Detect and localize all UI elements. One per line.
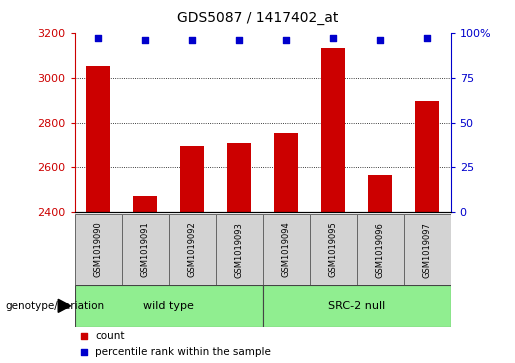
Text: GSM1019094: GSM1019094: [282, 222, 290, 277]
Point: [188, 37, 196, 43]
FancyBboxPatch shape: [263, 285, 451, 327]
Text: GSM1019092: GSM1019092: [187, 222, 197, 277]
Point: [80, 333, 88, 339]
FancyBboxPatch shape: [75, 214, 122, 285]
Text: genotype/variation: genotype/variation: [5, 301, 104, 311]
FancyBboxPatch shape: [122, 214, 168, 285]
FancyBboxPatch shape: [263, 214, 310, 285]
Text: GSM1019093: GSM1019093: [235, 222, 244, 277]
Point: [329, 35, 337, 41]
Point: [282, 37, 290, 43]
Text: GSM1019090: GSM1019090: [94, 222, 102, 277]
Bar: [368, 175, 392, 212]
FancyBboxPatch shape: [216, 214, 263, 285]
Text: GSM1019096: GSM1019096: [375, 222, 385, 277]
FancyBboxPatch shape: [404, 214, 451, 285]
Bar: [133, 196, 157, 212]
Point: [141, 37, 149, 43]
Bar: [87, 66, 110, 212]
Text: percentile rank within the sample: percentile rank within the sample: [95, 347, 271, 357]
FancyBboxPatch shape: [356, 214, 404, 285]
Bar: [274, 132, 298, 212]
Polygon shape: [58, 299, 71, 312]
Text: count: count: [95, 331, 125, 341]
Point: [376, 37, 384, 43]
Bar: [416, 101, 439, 212]
Point: [423, 35, 431, 41]
Text: GDS5087 / 1417402_at: GDS5087 / 1417402_at: [177, 11, 338, 25]
Text: SRC-2 null: SRC-2 null: [328, 301, 385, 311]
Bar: [321, 48, 345, 212]
Point: [235, 37, 243, 43]
FancyBboxPatch shape: [75, 285, 263, 327]
FancyBboxPatch shape: [168, 214, 216, 285]
Point: [80, 349, 88, 355]
Text: GSM1019097: GSM1019097: [423, 222, 432, 277]
Bar: [228, 143, 251, 212]
Text: wild type: wild type: [143, 301, 194, 311]
Text: GSM1019091: GSM1019091: [141, 222, 150, 277]
Bar: [180, 146, 204, 212]
Text: GSM1019095: GSM1019095: [329, 222, 338, 277]
Point: [94, 35, 102, 41]
FancyBboxPatch shape: [310, 214, 356, 285]
